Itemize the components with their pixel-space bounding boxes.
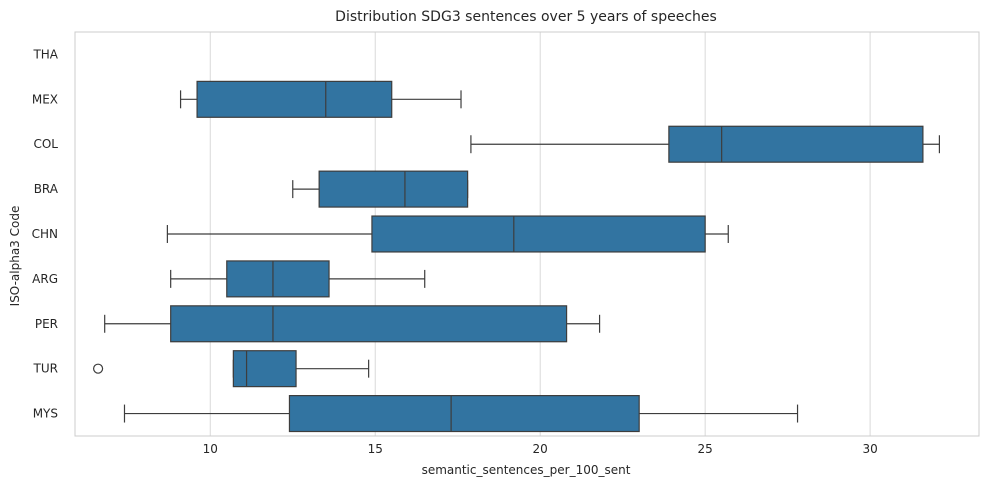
y-tick-tur: TUR xyxy=(33,362,58,376)
y-tick-mex: MEX xyxy=(32,92,58,106)
x-tick-20: 20 xyxy=(533,442,548,456)
outlier-tur-0 xyxy=(92,363,104,374)
y-tick-labels: THA MEX COL BRA CHN ARG PER TUR MYS xyxy=(32,47,59,420)
y-tick-chn: CHN xyxy=(32,227,58,241)
box-mex xyxy=(196,80,393,118)
y-tick-bra: BRA xyxy=(34,182,59,196)
box-col xyxy=(668,125,924,163)
box-arg xyxy=(226,260,330,298)
x-tick-labels: 10 15 20 25 30 xyxy=(203,442,878,456)
y-tick-arg: ARG xyxy=(32,272,58,286)
box-series xyxy=(92,80,941,433)
box-chn xyxy=(371,215,706,253)
chart-title: Distribution SDG3 sentences over 5 years… xyxy=(335,9,717,25)
box-mys xyxy=(288,395,640,433)
box-per xyxy=(170,305,568,343)
y-tick-col: COL xyxy=(33,137,58,151)
x-tick-15: 15 xyxy=(368,442,383,456)
plot-frame xyxy=(74,31,980,437)
y-axis-label: ISO-alpha3 Code xyxy=(8,206,22,307)
x-tick-10: 10 xyxy=(203,442,218,456)
box-tur xyxy=(232,350,297,388)
box-bra xyxy=(318,170,469,208)
y-tick-tha: THA xyxy=(32,47,58,61)
y-tick-mys: MYS xyxy=(33,407,58,421)
x-tick-30: 30 xyxy=(862,442,877,456)
x-tick-25: 25 xyxy=(698,442,713,456)
x-axis-label: semantic_sentences_per_100_sent xyxy=(422,463,631,477)
y-tick-per: PER xyxy=(35,317,58,331)
